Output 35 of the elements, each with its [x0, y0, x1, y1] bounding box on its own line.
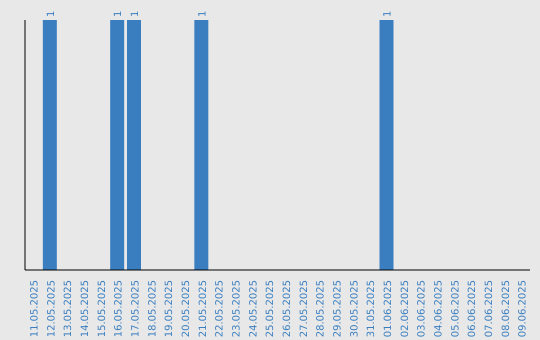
x-tick-label: 04.06.2025 [433, 280, 444, 338]
x-tick-label: 27.05.2025 [298, 280, 310, 338]
x-tick-label: 13.05.2025 [63, 280, 74, 338]
x-tick-label: 09.06.2025 [518, 280, 529, 338]
x-tick-label: 16.05.2025 [114, 280, 125, 338]
x-tick-label: 15.05.2025 [96, 280, 108, 338]
x-tick-label: 19.05.2025 [164, 280, 176, 338]
data-label: 1 [113, 10, 124, 17]
x-tick-label: 29.05.2025 [332, 280, 344, 338]
x-tick-label: 03.06.2025 [416, 280, 428, 338]
x-tick-label: 07.06.2025 [484, 280, 495, 338]
x-tick-label: 26.05.2025 [282, 280, 293, 338]
x-tick-label: 23.05.2025 [231, 280, 242, 338]
x-tick-label: 21.05.2025 [198, 280, 209, 338]
x-tick-label: 24.05.2025 [248, 280, 260, 338]
x-tick-label: 08.06.2025 [500, 280, 512, 338]
x-tick-label: 05.06.2025 [450, 280, 462, 338]
data-label: 1 [130, 10, 141, 17]
x-tick-label: 22.05.2025 [214, 280, 226, 338]
x-tick-label: 11.05.2025 [29, 280, 40, 338]
x-tick-label: 14.05.2025 [80, 280, 91, 338]
x-tick-label: 02.06.2025 [400, 280, 411, 338]
x-tick-label: 28.05.2025 [316, 280, 327, 338]
x-tick-label: 20.05.2025 [180, 280, 192, 338]
x-tick-label: 12.05.2025 [46, 280, 58, 338]
x-tick-label: 30.05.2025 [349, 280, 360, 338]
data-label: 1 [382, 10, 394, 17]
x-tick-label: 31.05.2025 [366, 280, 378, 338]
x-tick-label: 25.05.2025 [265, 280, 276, 338]
data-label: 1 [197, 10, 208, 17]
x-tick-label: 01.06.2025 [382, 280, 394, 338]
data-label: 1 [46, 10, 57, 17]
x-tick-label: 18.05.2025 [147, 280, 158, 338]
x-tick-label: 17.05.2025 [130, 280, 142, 338]
x-tick-label: 06.06.2025 [467, 280, 478, 338]
